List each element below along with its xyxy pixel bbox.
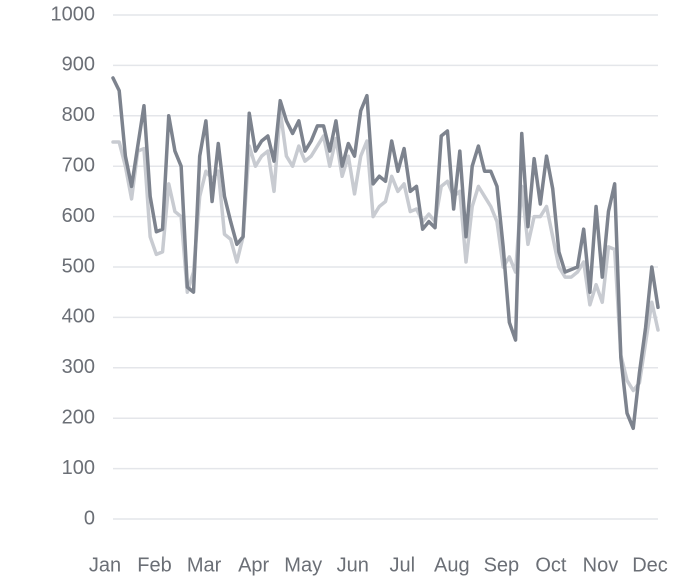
x-tick-label: Feb xyxy=(137,554,171,576)
y-tick-label: 0 xyxy=(84,507,95,529)
x-tick-label: Jan xyxy=(89,554,121,576)
x-tick-label: Aug xyxy=(434,554,470,576)
x-tick-label: Apr xyxy=(238,554,269,576)
x-tick-label: Sep xyxy=(484,554,520,576)
y-tick-label: 500 xyxy=(62,255,95,277)
y-tick-label: 300 xyxy=(62,356,95,378)
y-tick-label: 1000 xyxy=(51,3,96,25)
x-tick-label: Oct xyxy=(535,554,567,576)
y-tick-label: 700 xyxy=(62,154,95,176)
y-tick-label: 600 xyxy=(62,205,95,227)
line-series xyxy=(111,76,660,431)
y-tick-label: 400 xyxy=(62,306,95,328)
x-tick-label: Jun xyxy=(337,554,369,576)
line-series xyxy=(111,109,660,393)
x-tick-label: Dec xyxy=(632,554,668,576)
x-tick-label: Mar xyxy=(187,554,222,576)
y-tick-label: 900 xyxy=(62,54,95,76)
y-tick-label: 800 xyxy=(62,104,95,126)
x-tick-label: Jul xyxy=(389,554,415,576)
y-tick-label: 100 xyxy=(62,457,95,479)
x-tick-label: May xyxy=(284,554,322,576)
x-tick-label: Nov xyxy=(583,554,619,576)
y-tick-label: 200 xyxy=(62,406,95,428)
